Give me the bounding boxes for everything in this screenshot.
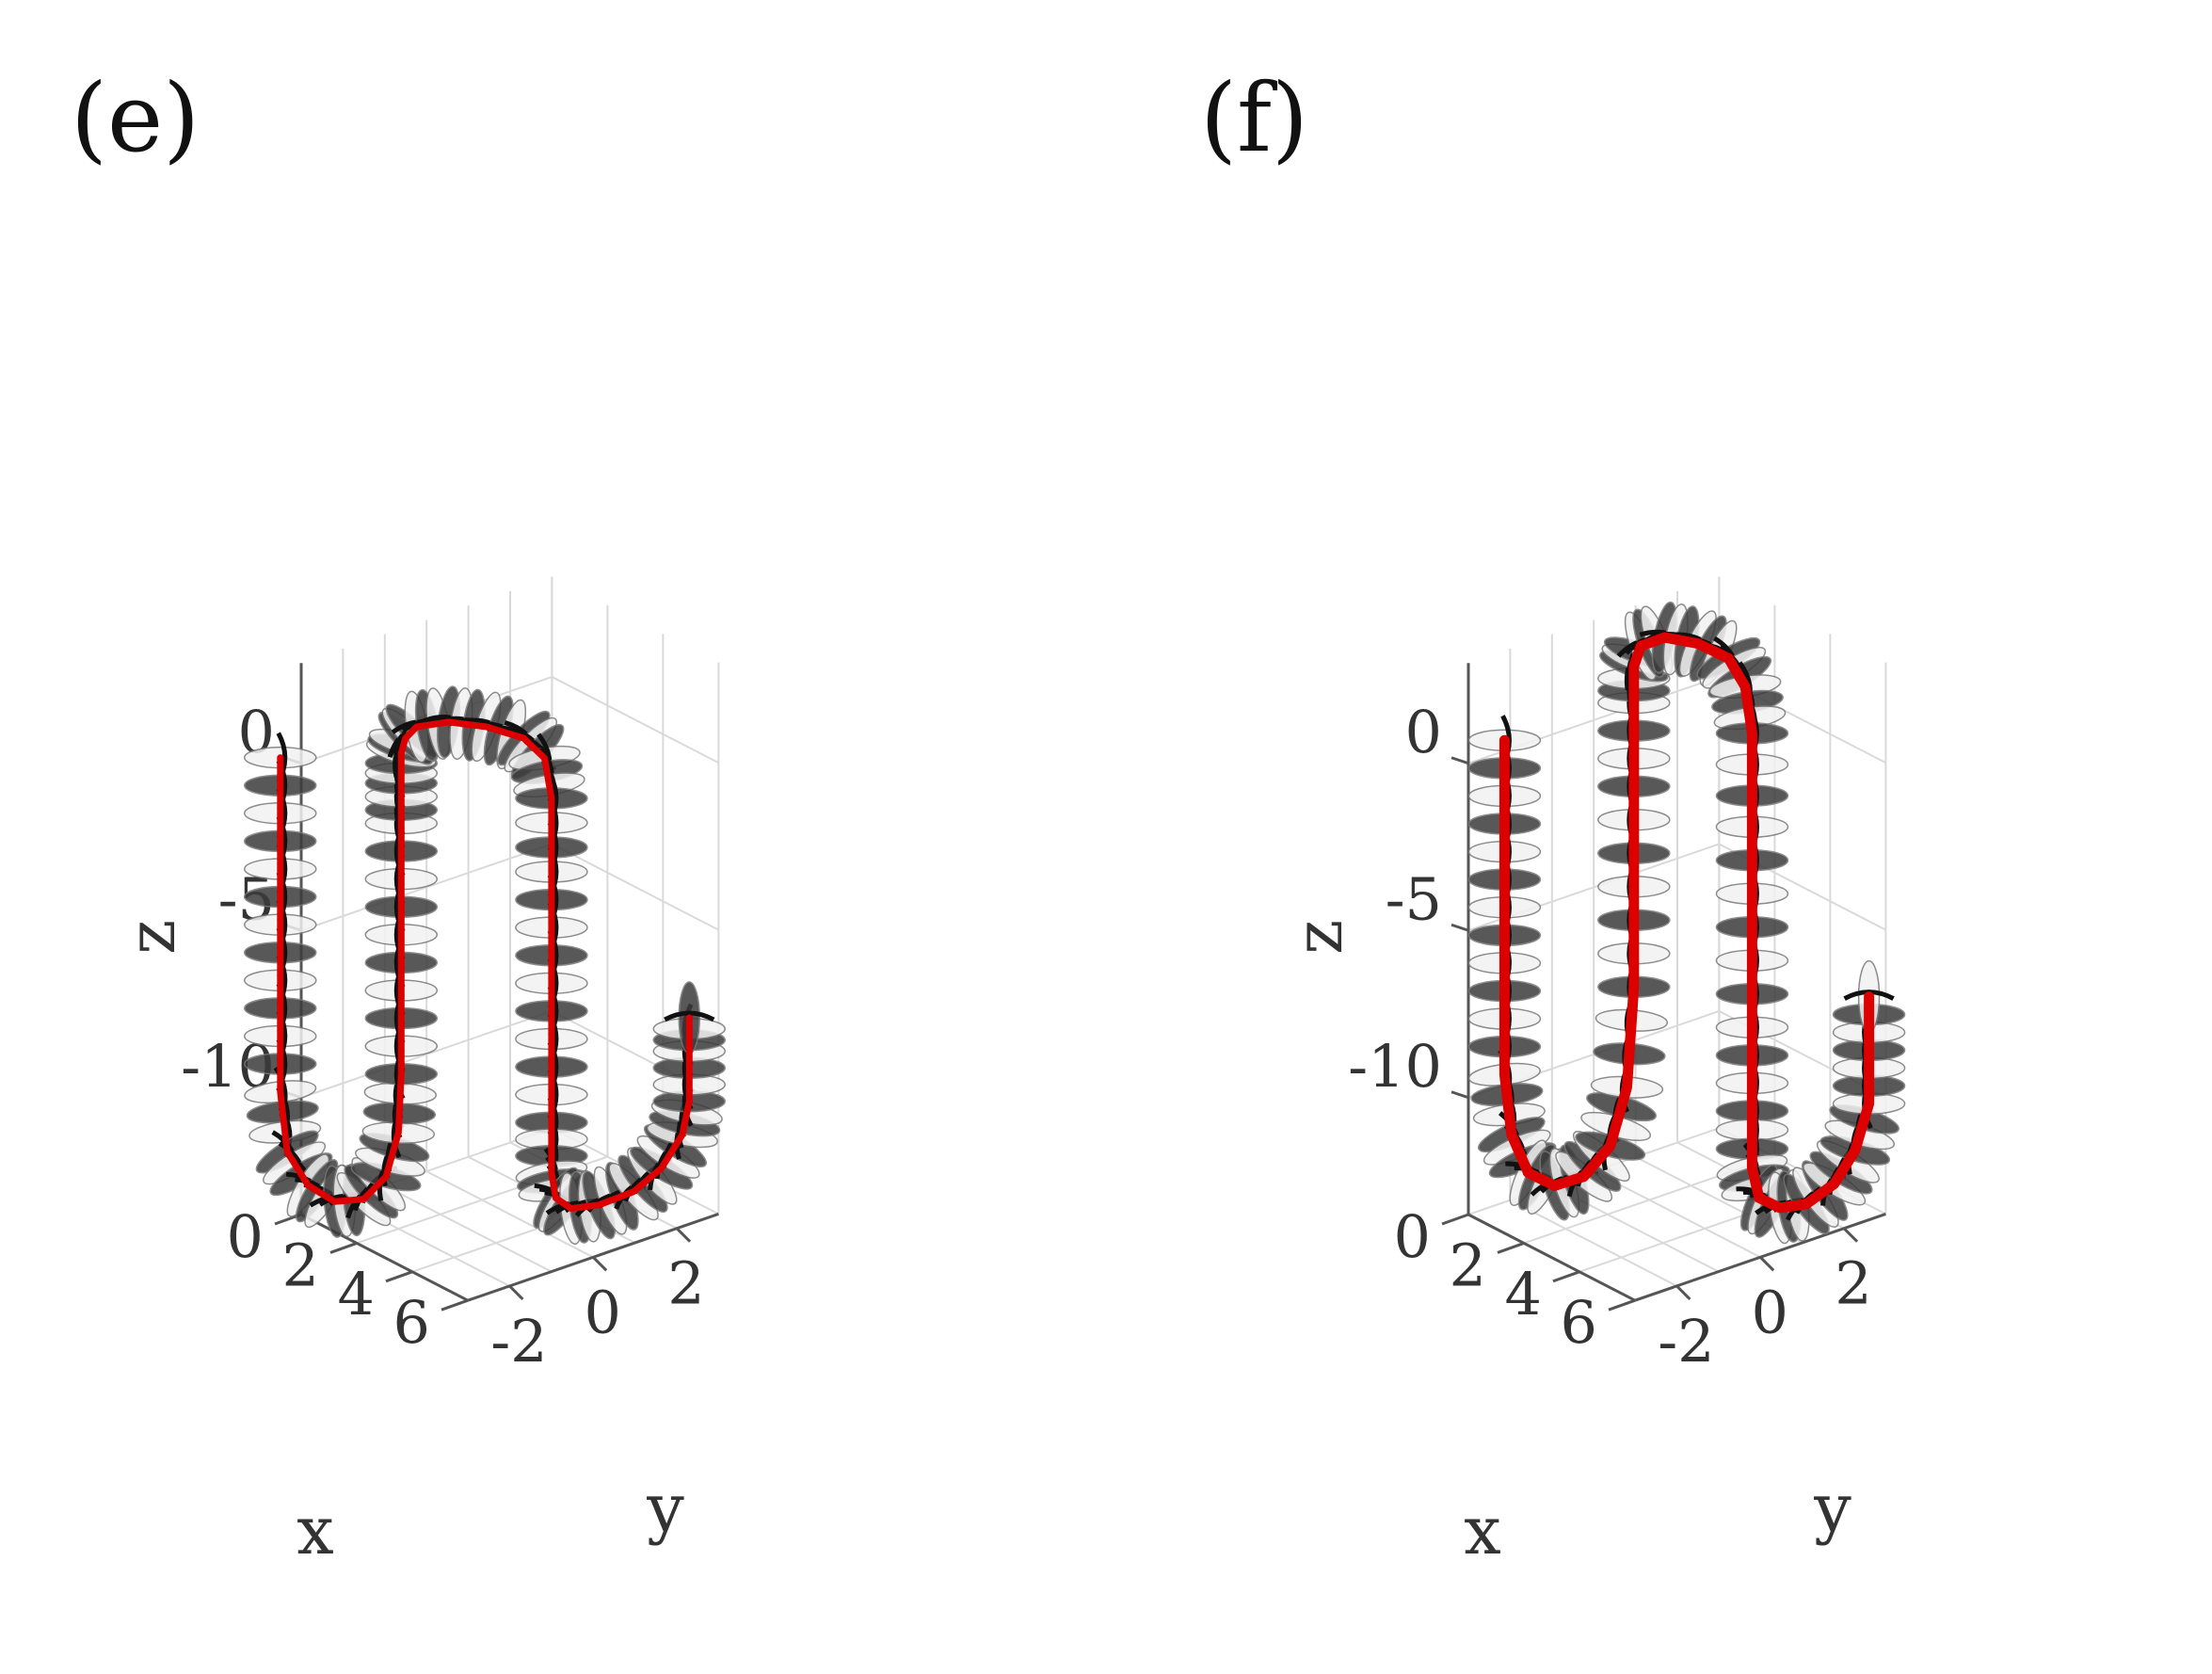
y-tick-mark bbox=[592, 1256, 608, 1272]
x-tick-label: 4 bbox=[1505, 1260, 1542, 1328]
y-tick-mark bbox=[675, 1227, 692, 1243]
x-axis-label: x bbox=[297, 1492, 333, 1569]
x-tick-mark bbox=[441, 1298, 469, 1312]
filament-segment bbox=[664, 1010, 715, 1022]
z-axis-label: z bbox=[1280, 920, 1357, 955]
z-tick-mark bbox=[1451, 1090, 1469, 1100]
x-tick-mark bbox=[329, 1241, 358, 1254]
x-axis-line bbox=[1467, 1213, 1636, 1302]
x-tick-mark bbox=[1441, 1213, 1469, 1226]
grid-line bbox=[1467, 1009, 1886, 1099]
centerline-series bbox=[277, 718, 693, 1212]
x-axis-line bbox=[300, 1213, 469, 1302]
y-tick-label: -2 bbox=[1658, 1307, 1714, 1376]
x-tick-label: 0 bbox=[227, 1202, 264, 1271]
grid-line bbox=[1593, 1170, 1761, 1259]
x-tick-label: 6 bbox=[393, 1288, 430, 1357]
y-axis-label: y bbox=[1813, 1470, 1851, 1547]
x-tick-label: 6 bbox=[1561, 1288, 1597, 1357]
x-tick-label: 2 bbox=[1450, 1231, 1486, 1299]
grid-line bbox=[1467, 843, 1886, 932]
grid-line bbox=[1509, 1199, 1677, 1287]
x-tick-mark bbox=[1608, 1298, 1636, 1312]
y-tick-label: -2 bbox=[490, 1307, 547, 1376]
y-tick-mark bbox=[1675, 1284, 1691, 1300]
y-tick-mark bbox=[1842, 1227, 1859, 1243]
z-tick-mark bbox=[1451, 923, 1469, 932]
y-axis-label: y bbox=[646, 1470, 684, 1547]
y-tick-label: 2 bbox=[1835, 1249, 1871, 1318]
z-tick-mark bbox=[1451, 756, 1469, 765]
panel-f-plot: 0-5-100 2 4 6 -2 0 2zx y(f) bbox=[1200, 63, 1906, 1569]
y-tick-mark bbox=[1759, 1256, 1775, 1272]
y-tick-label: 2 bbox=[667, 1249, 704, 1318]
panel-label: (f) bbox=[1200, 63, 1308, 173]
y-tick-label: 0 bbox=[584, 1278, 620, 1346]
z-tick-label: 0 bbox=[1405, 698, 1442, 766]
panel-label: (e) bbox=[71, 63, 200, 173]
grid-line bbox=[425, 1170, 594, 1259]
z-axis-label: z bbox=[113, 920, 190, 955]
x-tick-mark bbox=[385, 1270, 413, 1283]
x-tick-mark bbox=[1552, 1270, 1580, 1283]
x-tick-label: 2 bbox=[282, 1231, 319, 1299]
helical-ribbon bbox=[244, 685, 726, 1245]
x-tick-label: 0 bbox=[1394, 1202, 1431, 1271]
z-tick-label: -5 bbox=[1386, 864, 1442, 933]
y-tick-mark bbox=[508, 1284, 524, 1300]
grid-line bbox=[384, 1184, 553, 1273]
centerline-series bbox=[1499, 632, 1875, 1214]
x-tick-label: 4 bbox=[338, 1260, 375, 1328]
z-tick-label: -10 bbox=[1348, 1032, 1442, 1101]
x-tick-mark bbox=[1497, 1241, 1525, 1254]
x-axis-label: x bbox=[1464, 1492, 1500, 1569]
y-tick-label: 0 bbox=[1751, 1278, 1787, 1346]
